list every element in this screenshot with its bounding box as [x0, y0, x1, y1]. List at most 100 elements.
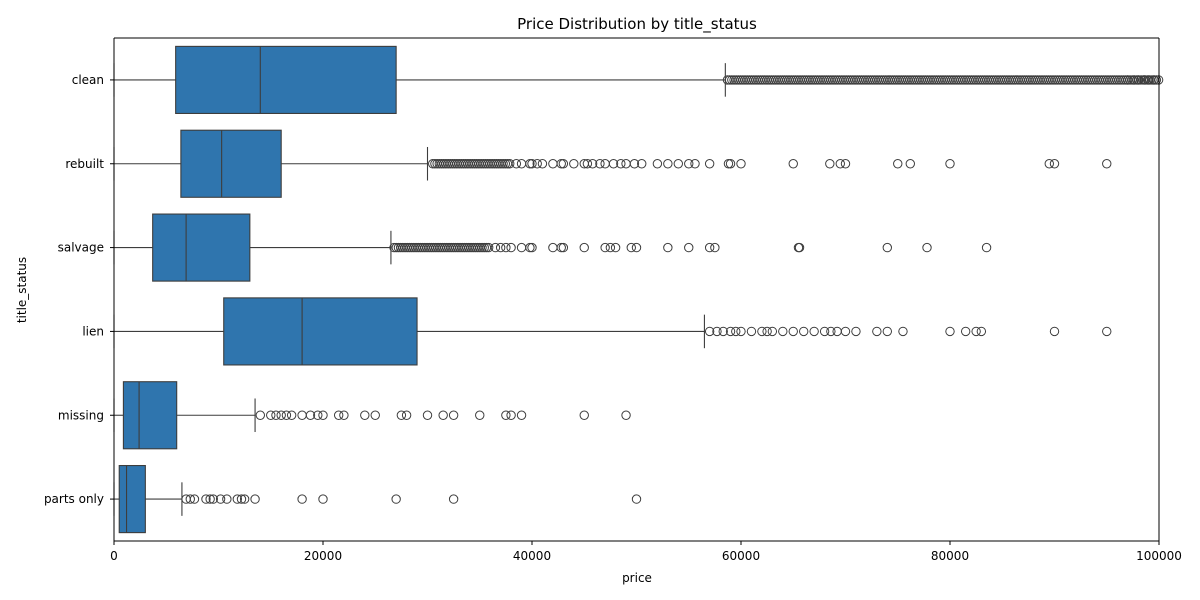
- outlier-point: [438, 410, 448, 420]
- outlier-point: [631, 494, 642, 504]
- outlier-point: [673, 159, 683, 169]
- outlier-point: [479, 242, 489, 253]
- outlier-point: [631, 242, 642, 253]
- outlier-point: [189, 494, 200, 504]
- outlier-point: [318, 494, 328, 504]
- outlier-point: [825, 159, 835, 169]
- outlier-point: [922, 242, 932, 253]
- outlier-point: [1044, 159, 1054, 169]
- box: [122, 381, 178, 450]
- outlier-point: [723, 159, 734, 169]
- outlier-point: [527, 242, 537, 253]
- outlier-point: [1129, 75, 1139, 85]
- y-tick-label: missing: [58, 408, 104, 422]
- outlier-point: [558, 242, 569, 253]
- outlier-point: [516, 159, 527, 169]
- outlier-point: [527, 159, 537, 169]
- outlier-point: [1122, 75, 1133, 85]
- outliers: [181, 494, 642, 504]
- box-group-salvage: [113, 213, 992, 282]
- outlier-point: [840, 326, 851, 337]
- outlier-point: [684, 242, 694, 253]
- outlier-point: [587, 159, 598, 169]
- outlier-point: [960, 326, 971, 337]
- outlier-point: [704, 242, 715, 253]
- outlier-point: [548, 159, 558, 169]
- outlier-point: [725, 326, 736, 337]
- outlier-point: [600, 159, 610, 169]
- outlier-point: [1151, 75, 1162, 85]
- x-tick-label: 60000: [722, 549, 760, 563]
- outlier-point: [339, 410, 349, 420]
- outlier-point: [558, 159, 569, 169]
- outlier-point: [704, 326, 715, 337]
- outlier-point: [882, 326, 892, 337]
- outlier-point: [483, 242, 494, 253]
- outlier-point: [725, 159, 736, 169]
- outlier-point: [208, 494, 218, 504]
- outlier-point: [205, 494, 215, 504]
- outlier-point: [490, 242, 501, 253]
- outlier-point: [610, 242, 621, 253]
- y-axis-label: title_status: [15, 257, 29, 323]
- outlier-point: [663, 159, 673, 169]
- outlier-point: [448, 494, 459, 504]
- outlier-point: [826, 326, 836, 337]
- outlier-point: [313, 410, 323, 420]
- outlier-point: [1049, 159, 1060, 169]
- outlier-point: [498, 159, 508, 169]
- outlier-point: [511, 159, 522, 169]
- outlier-point: [736, 326, 746, 337]
- outlier-point: [600, 242, 610, 253]
- outlier-point: [971, 326, 981, 337]
- outlier-point: [281, 410, 292, 420]
- outlier-point: [757, 326, 767, 337]
- outlier-point: [305, 410, 316, 420]
- y-tick-label: parts only: [44, 492, 104, 506]
- outlier-point: [712, 326, 722, 337]
- outlier-point: [762, 326, 772, 337]
- box: [180, 129, 282, 198]
- x-tick-label: 80000: [931, 549, 969, 563]
- outlier-point: [616, 159, 626, 169]
- outlier-point: [448, 410, 459, 420]
- outlier-point: [637, 159, 647, 169]
- outlier-point: [819, 326, 830, 337]
- outlier-point: [422, 410, 433, 420]
- outlier-point: [516, 410, 527, 420]
- outlier-point: [851, 326, 861, 337]
- outlier-point: [1133, 75, 1143, 85]
- outlier-point: [579, 410, 589, 420]
- outlier-point: [872, 326, 882, 337]
- box-group-missing: [113, 381, 631, 450]
- outlier-point: [976, 326, 987, 337]
- outlier-point: [945, 326, 955, 337]
- x-tick-label: 100000: [1136, 549, 1182, 563]
- outlier-point: [495, 242, 506, 253]
- box-group-clean: [113, 45, 1164, 115]
- box: [118, 464, 146, 534]
- outlier-point: [704, 159, 715, 169]
- outlier-point: [239, 494, 250, 504]
- outlier-point: [746, 326, 757, 337]
- outlier-point: [286, 410, 297, 420]
- outlier-point: [767, 326, 778, 337]
- outlier-point: [297, 494, 307, 504]
- box: [223, 297, 418, 366]
- outlier-point: [1149, 75, 1159, 85]
- outlier-point: [882, 242, 892, 253]
- outlier-point: [222, 494, 232, 504]
- outlier-point: [297, 410, 307, 420]
- y-tick-label: rebuilt: [65, 157, 104, 171]
- outlier-point: [201, 494, 211, 504]
- outlier-point: [271, 410, 281, 420]
- outlier-point: [621, 159, 631, 169]
- y-tick-label: lien: [82, 324, 104, 338]
- outlier-point: [718, 326, 728, 337]
- chart-title: Price Distribution by title_status: [517, 15, 757, 34]
- outlier-point: [629, 159, 640, 169]
- outlier-point: [626, 242, 636, 253]
- outlier-point: [608, 159, 619, 169]
- outlier-point: [684, 159, 694, 169]
